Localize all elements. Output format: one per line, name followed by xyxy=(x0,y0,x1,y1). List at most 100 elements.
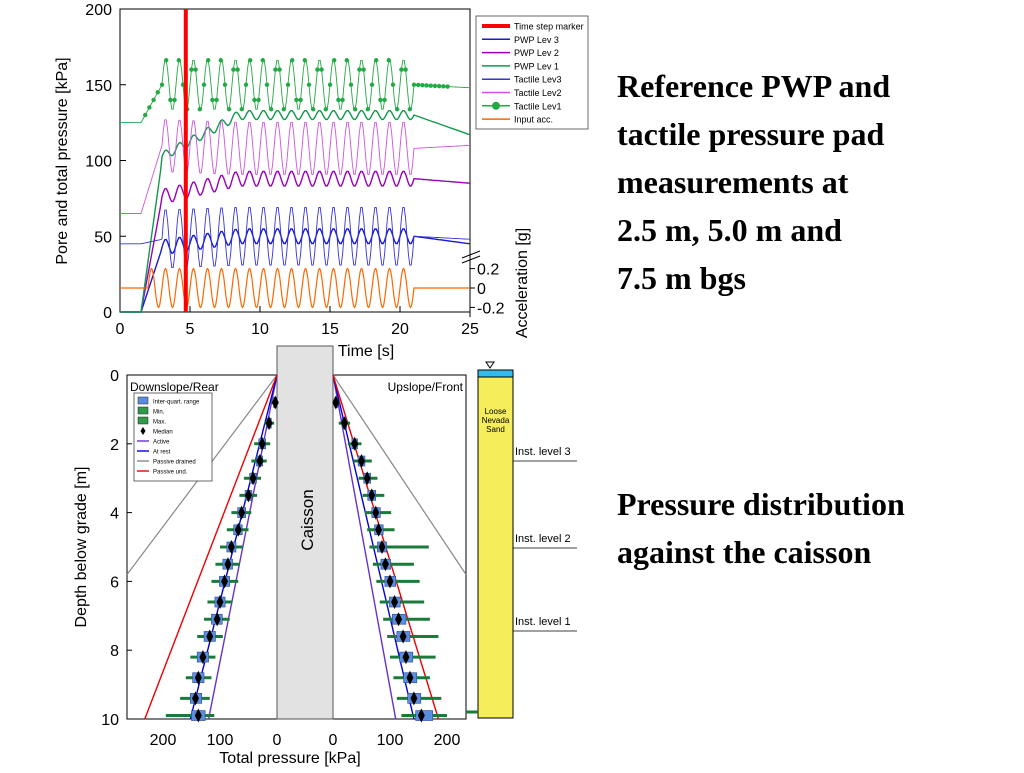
box-legend-label: Passive drained xyxy=(153,460,196,466)
tactile-lev1-marker xyxy=(273,67,278,72)
depth-tick-label: 6 xyxy=(110,574,119,591)
upslope-median-marker xyxy=(391,595,399,610)
series-tactile-lev3 xyxy=(120,206,471,268)
tactile-lev1-marker xyxy=(206,58,211,63)
depth-tick-label: 0 xyxy=(110,368,119,385)
tactile-lev1-marker xyxy=(340,97,345,103)
upslope-median-marker xyxy=(358,454,365,468)
tactile-lev1-marker xyxy=(323,107,328,112)
right-x-tick-label: 100 xyxy=(377,732,404,749)
water-level-icon xyxy=(485,361,495,369)
left-x-tick-label: 0 xyxy=(273,732,282,749)
series-pwp-lev-1 xyxy=(120,110,471,313)
tactile-lev1-marker xyxy=(420,83,425,88)
tactile-lev1-marker xyxy=(382,97,387,103)
tactile-lev1-marker xyxy=(411,82,417,87)
box-legend-box xyxy=(133,392,213,482)
tactile-lev1-marker xyxy=(151,97,156,103)
ref-passive-drained-right xyxy=(332,374,467,575)
soil-body xyxy=(477,376,514,719)
y-tick-label: 50 xyxy=(94,229,112,246)
tactile-lev1-marker xyxy=(168,97,173,103)
right-x-tick-label: 200 xyxy=(434,732,461,749)
box-legend-swatch xyxy=(137,396,149,405)
ref-passive-und.-left xyxy=(144,374,278,720)
tactile-lev1-marker xyxy=(260,58,265,63)
downslope-median-marker xyxy=(234,522,242,537)
tactile-lev1-marker xyxy=(159,82,165,87)
legend-label: PWP Lev 3 xyxy=(514,35,559,45)
box-legend-label: Active xyxy=(153,440,170,446)
upslope-median-marker xyxy=(368,488,376,503)
tactile-lev1-marker xyxy=(302,58,307,63)
caisson-body xyxy=(276,345,334,720)
tactile-lev1-marker xyxy=(193,67,198,72)
caption-time-history: Reference PWP and tactile pressure pad m… xyxy=(617,68,891,296)
downslope-median-marker xyxy=(199,650,207,665)
tactile-lev1-marker xyxy=(243,82,249,87)
tactile-lev1-marker xyxy=(172,97,177,103)
instrument-level-label: Inst. level 1 xyxy=(515,616,571,628)
box-legend-label: Median xyxy=(153,430,173,436)
upslope-median-marker xyxy=(381,557,389,572)
downslope-median-marker xyxy=(191,691,199,706)
tactile-lev1-marker xyxy=(390,82,396,87)
tactile-lev1-marker xyxy=(365,107,370,112)
series-tactile-lev2 xyxy=(120,119,471,214)
tactile-lev1-marker xyxy=(269,107,274,112)
tactile-lev1-marker xyxy=(416,82,421,88)
bottom-x-axis-label: Total pressure [kPa] xyxy=(219,750,360,767)
series-pwp-lev-2 xyxy=(120,170,471,313)
tactile-lev1-marker xyxy=(441,84,446,89)
y-axis-label: Pore and total pressure [kPa] xyxy=(54,57,71,264)
acc-tick-label: 0 xyxy=(477,281,486,298)
downslope-median-marker xyxy=(256,454,264,468)
upslope-median-marker xyxy=(332,395,340,410)
tactile-lev1-marker xyxy=(227,107,232,112)
upslope-median-marker xyxy=(372,505,380,520)
tactile-lev1-marker xyxy=(285,82,291,87)
tactile-lev1-marker xyxy=(306,82,312,87)
downslope-median-marker xyxy=(245,488,252,503)
legend-label: Tactile Lev1 xyxy=(514,101,562,111)
series-tactile-lev1 xyxy=(120,59,471,124)
upslope-median-marker xyxy=(363,471,371,486)
y-tick-label: 150 xyxy=(85,78,112,95)
tactile-lev1-marker xyxy=(428,83,433,88)
right-x-tick-label: 0 xyxy=(329,732,338,749)
tactile-lev1-marker xyxy=(445,84,450,89)
instrument-level-label: Inst. level 2 xyxy=(515,533,571,545)
downslope-median-marker xyxy=(224,557,232,572)
x-tick-label: 20 xyxy=(391,321,409,338)
upslope-median-marker xyxy=(386,574,394,589)
axis-break xyxy=(461,255,481,264)
downslope-median-marker xyxy=(206,629,214,644)
tactile-lev1-marker xyxy=(155,90,160,95)
upslope-median-marker xyxy=(410,691,418,706)
tactile-lev1-marker xyxy=(294,97,299,103)
tactile-lev1-marker xyxy=(252,97,257,103)
downslope-median-marker xyxy=(216,595,224,610)
water-layer xyxy=(477,369,514,378)
tactile-lev1-marker xyxy=(332,58,337,63)
tactile-lev1-marker xyxy=(369,82,375,87)
downslope-median-marker xyxy=(213,612,221,627)
tactile-lev1-marker xyxy=(239,107,244,112)
tactile-lev1-marker xyxy=(374,58,379,63)
legend-label: Input acc. xyxy=(514,115,553,125)
y-tick-label: 0 xyxy=(103,305,112,322)
tactile-lev1-marker xyxy=(290,58,295,63)
box-legend-label: At rest xyxy=(153,450,171,456)
legend-marker xyxy=(492,101,500,110)
soil-material-label: Sand xyxy=(486,425,505,434)
upslope-median-marker xyxy=(375,522,383,537)
series-input-acc xyxy=(120,267,470,309)
depth-tick-label: 4 xyxy=(110,506,119,523)
box-legend-label: Max. xyxy=(153,420,166,426)
bottom-y-axis-label: Depth below grade [m] xyxy=(73,467,90,628)
tactile-lev1-marker xyxy=(281,107,286,112)
acc-tick-label: 0.2 xyxy=(477,262,499,279)
legend-label: Tactile Lev3 xyxy=(514,75,562,85)
